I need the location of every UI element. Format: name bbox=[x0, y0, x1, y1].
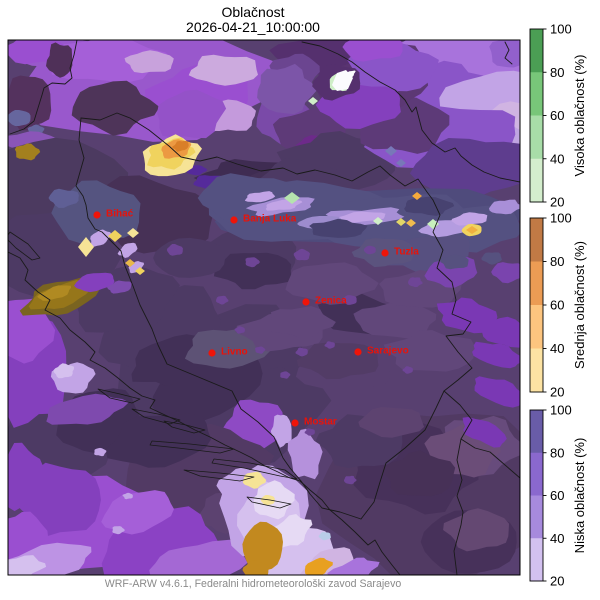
svg-text:20: 20 bbox=[550, 574, 564, 589]
svg-text:Niska oblačnost (%): Niska oblačnost (%) bbox=[572, 438, 587, 554]
svg-text:100: 100 bbox=[550, 403, 572, 418]
svg-text:80: 80 bbox=[550, 254, 564, 269]
svg-text:40: 40 bbox=[550, 151, 564, 166]
svg-text:40: 40 bbox=[550, 341, 564, 356]
svg-text:Srednja oblačnost (%): Srednja oblačnost (%) bbox=[572, 241, 587, 369]
svg-text:Livno: Livno bbox=[221, 347, 248, 358]
svg-text:80: 80 bbox=[550, 445, 564, 460]
svg-text:Oblačnost: Oblačnost bbox=[221, 4, 284, 20]
svg-text:60: 60 bbox=[550, 108, 564, 123]
svg-text:Mostar: Mostar bbox=[304, 417, 337, 428]
svg-text:2026-04-21_10:00:00: 2026-04-21_10:00:00 bbox=[186, 19, 320, 35]
svg-text:Sarajevo: Sarajevo bbox=[367, 346, 409, 357]
svg-text:Visoka oblačnost (%): Visoka oblačnost (%) bbox=[572, 55, 587, 177]
svg-text:60: 60 bbox=[550, 488, 564, 503]
svg-text:80: 80 bbox=[550, 65, 564, 80]
svg-text:20: 20 bbox=[550, 195, 564, 210]
svg-text:100: 100 bbox=[550, 22, 572, 37]
svg-text:Tuzla: Tuzla bbox=[394, 247, 419, 258]
svg-text:20: 20 bbox=[550, 385, 564, 400]
svg-text:Bihać: Bihać bbox=[106, 209, 134, 220]
svg-text:100: 100 bbox=[550, 211, 572, 226]
svg-text:60: 60 bbox=[550, 298, 564, 313]
svg-text:40: 40 bbox=[550, 531, 564, 546]
svg-text:Zenica: Zenica bbox=[315, 296, 347, 307]
svg-text:WRF-ARW v4.6.1, Federalni hidr: WRF-ARW v4.6.1, Federalni hidrometeorolo… bbox=[105, 578, 402, 590]
svg-text:Banja Luka: Banja Luka bbox=[243, 214, 297, 225]
